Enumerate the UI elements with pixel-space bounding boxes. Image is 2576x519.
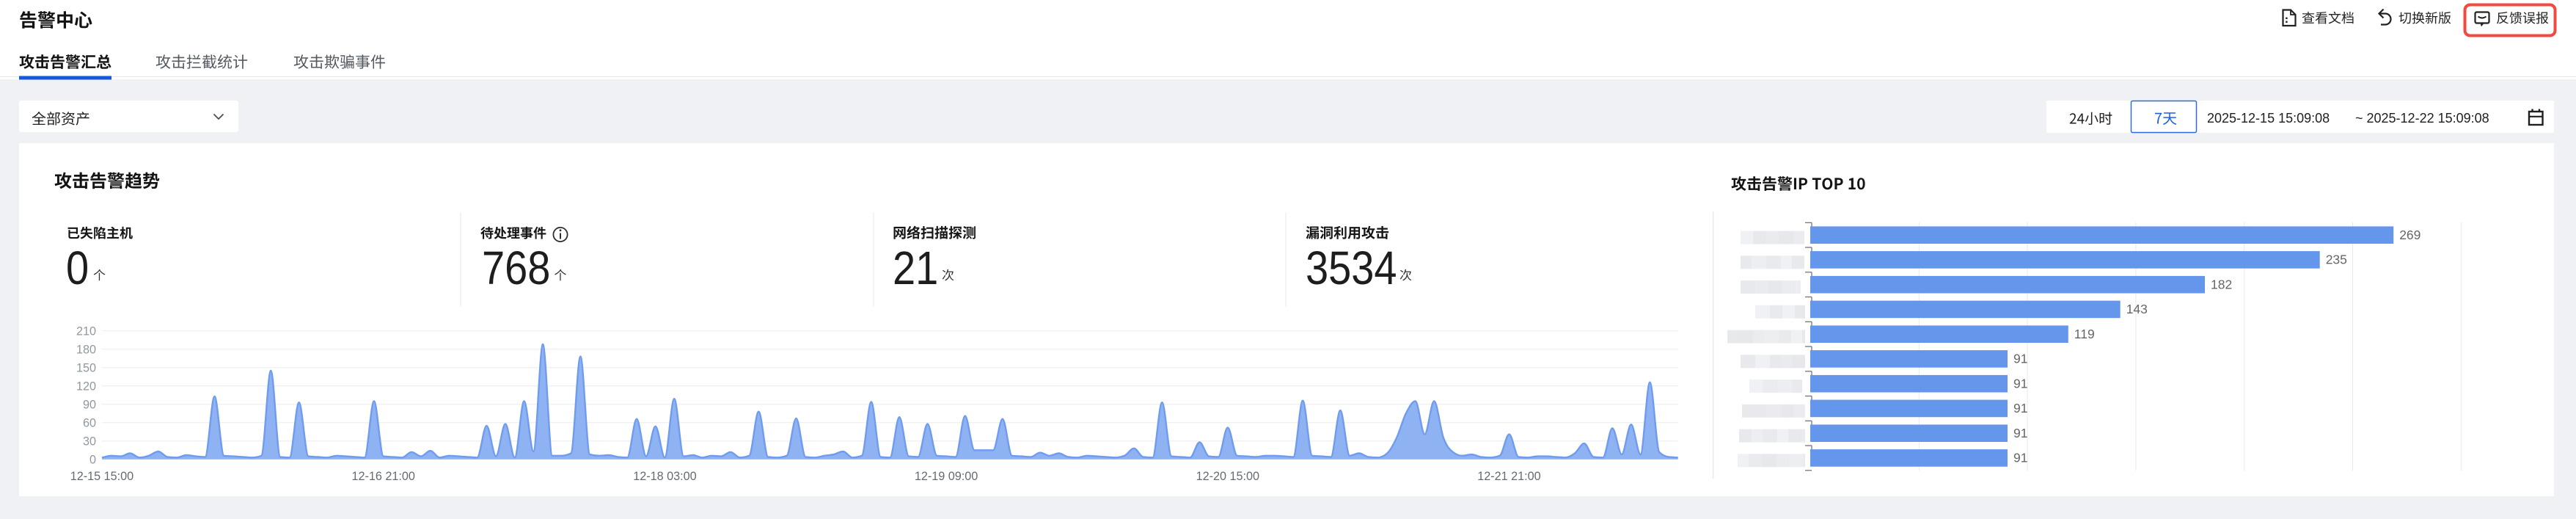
svg-text:180: 180: [76, 343, 96, 356]
svg-text:~ 2025-12-22 15:09:08: ~ 2025-12-22 15:09:08: [2355, 111, 2489, 126]
svg-text:3534: 3534: [1306, 242, 1397, 294]
svg-text:91: 91: [2013, 377, 2027, 391]
svg-text:91: 91: [2013, 401, 2027, 415]
svg-text:91: 91: [2013, 426, 2027, 440]
svg-text:235: 235: [2326, 253, 2347, 267]
svg-text:12-21 21:00: 12-21 21:00: [1477, 470, 1540, 483]
svg-text:768: 768: [482, 242, 550, 294]
svg-text:2025-12-15 15:09:08: 2025-12-15 15:09:08: [2207, 111, 2330, 126]
svg-text:90: 90: [83, 399, 96, 412]
svg-text:12-16 21:00: 12-16 21:00: [351, 470, 414, 483]
svg-text:150: 150: [76, 362, 96, 375]
svg-text:120: 120: [76, 380, 96, 393]
svg-text:91: 91: [2013, 451, 2027, 465]
svg-text:269: 269: [2399, 228, 2421, 242]
svg-text:210: 210: [76, 324, 96, 338]
svg-text:182: 182: [2211, 277, 2232, 292]
svg-text:119: 119: [2074, 327, 2095, 341]
svg-text:143: 143: [2126, 302, 2148, 316]
svg-text:12-15 15:00: 12-15 15:00: [70, 470, 133, 483]
svg-text:60: 60: [83, 417, 96, 430]
svg-text:21: 21: [893, 242, 938, 294]
svg-text:12-18 03:00: 12-18 03:00: [633, 470, 696, 483]
svg-text:30: 30: [83, 435, 96, 449]
svg-text:12-19 09:00: 12-19 09:00: [915, 470, 978, 483]
svg-text:0: 0: [66, 242, 89, 294]
svg-text:12-20 15:00: 12-20 15:00: [1196, 470, 1259, 483]
svg-text:0: 0: [89, 454, 96, 467]
svg-text:91: 91: [2013, 352, 2027, 366]
